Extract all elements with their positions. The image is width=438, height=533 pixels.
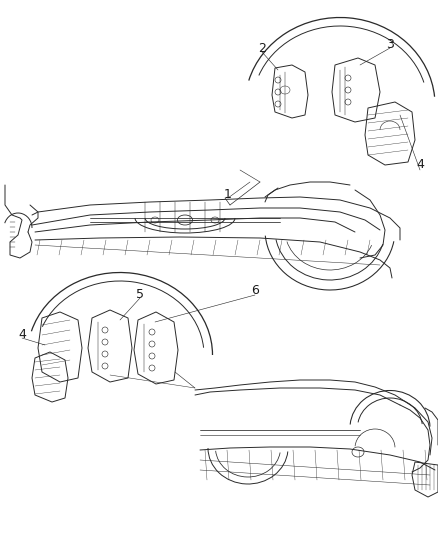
Text: 2: 2 [258,42,266,54]
Text: 6: 6 [251,284,259,296]
Text: 4: 4 [18,328,26,342]
Text: 1: 1 [224,189,232,201]
Text: 5: 5 [136,287,144,301]
Text: 3: 3 [386,38,394,52]
Text: 4: 4 [416,158,424,172]
